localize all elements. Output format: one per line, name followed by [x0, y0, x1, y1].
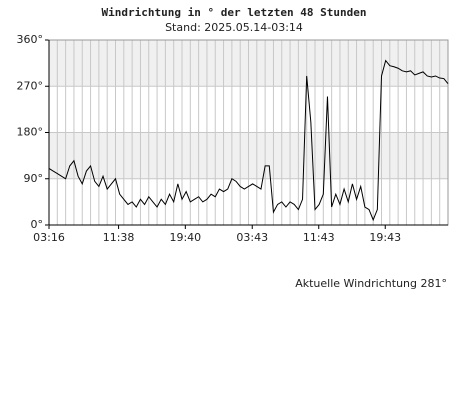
x-tick-label: 11:43 [303, 231, 335, 244]
chart-subtitle: Stand: 2025.05.14-03:14 [165, 21, 303, 34]
chart-title: Windrichtung in ° der letzten 48 Stunden [102, 6, 367, 19]
data-line [48, 59, 449, 222]
y-tick-label: 270° [17, 79, 44, 92]
x-tick-label: 03:16 [33, 231, 65, 244]
x-tick-label: 11:38 [103, 231, 135, 244]
x-tick-label: 03:43 [236, 231, 268, 244]
x-tick-label: 19:43 [369, 231, 401, 244]
annotation: Aktuelle Windrichtung 281° [295, 277, 447, 290]
y-tick-label: 90° [24, 172, 44, 185]
x-tick-label: 19:40 [169, 231, 201, 244]
y-tick-label: 0° [31, 218, 44, 231]
y-tick-label: 180° [17, 126, 44, 139]
y-tick-label: 360° [17, 33, 44, 46]
